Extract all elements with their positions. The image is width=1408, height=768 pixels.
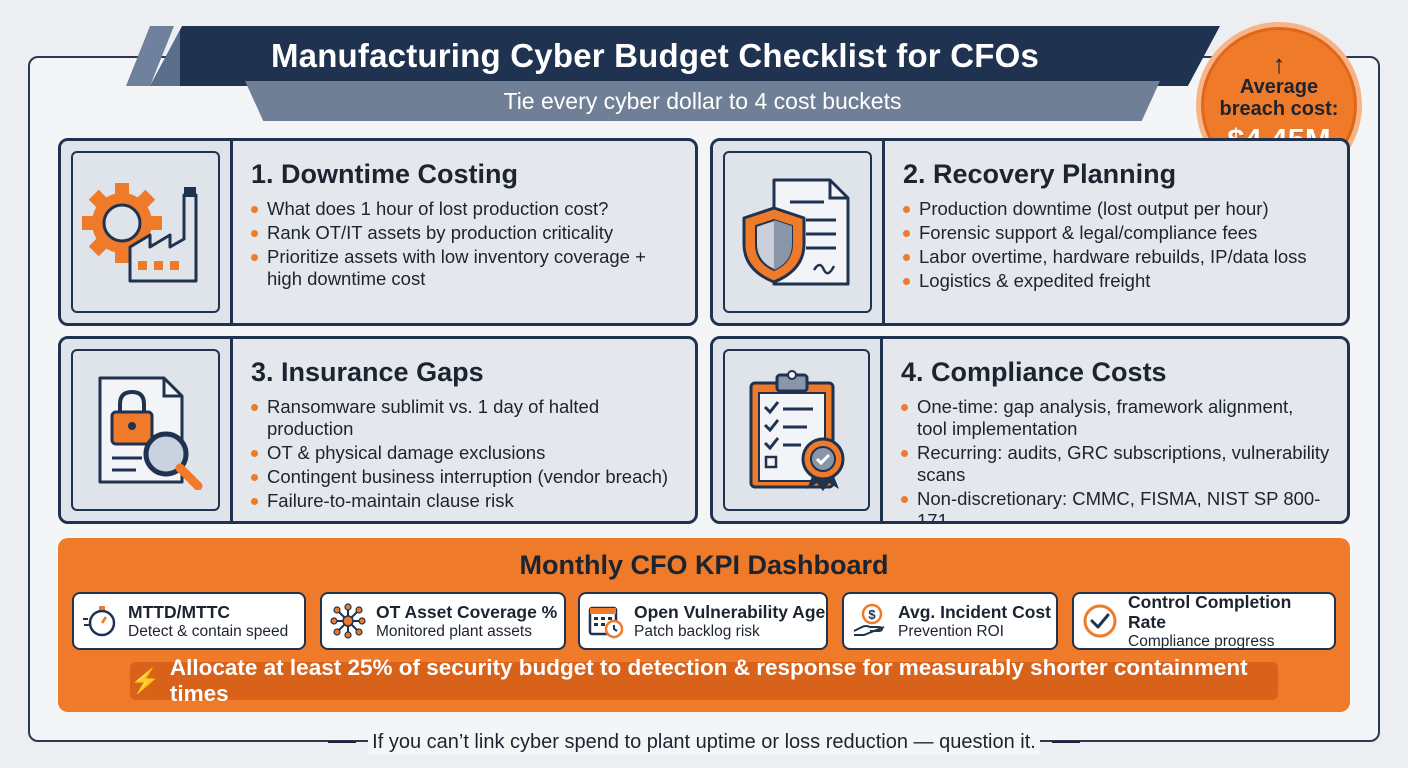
arrow-up-icon: ↑ (1272, 49, 1286, 79)
card-recovery-planning: 2. Recovery Planning Production downtime… (710, 138, 1350, 326)
footer: If you can’t link cyber spend to plant u… (28, 728, 1380, 756)
list-item: Non-discretionary: CMMC, FISMA, NIST SP … (901, 488, 1331, 521)
shield-document-icon (742, 178, 849, 286)
card-icon-panel (713, 141, 885, 323)
footer-rule-right (1051, 741, 1080, 743)
budget-callout: ⚡ Allocate at least 25% of security budg… (130, 655, 1278, 706)
kpi-desc: Compliance progress (1128, 632, 1275, 650)
kpi-tile-avg-incident-cost: $ Avg. Incident Cost Prevention ROI (842, 592, 1058, 650)
list-item: Contingent business interruption (vendor… (251, 466, 679, 488)
list-item: Rank OT/IT assets by production critical… (251, 222, 679, 244)
card-title: 2. Recovery Planning (903, 159, 1177, 189)
stopwatch-icon (83, 606, 116, 637)
list-item: OT & physical damage exclusions (251, 442, 679, 464)
callout-text: Allocate at least 25% of security budget… (169, 655, 1248, 706)
kpi-name: Control Completion Rate (1128, 591, 1292, 632)
kpi-name: MTTD/MTTC (128, 601, 231, 622)
kpi-dashboard-panel: Monthly CFO KPI Dashboard MTTD/MTTC Dete… (58, 538, 1350, 712)
list-item: Ransomware sublimit vs. 1 day of halted … (251, 396, 679, 440)
check-circle-icon (1083, 604, 1117, 638)
list-item: What does 1 hour of lost production cost… (251, 198, 679, 220)
gear-factory-icon (81, 183, 197, 283)
list-item: One-time: gap analysis, framework alignm… (901, 396, 1306, 440)
kpi-name: Avg. Incident Cost (898, 601, 1051, 622)
card-icon-panel (61, 141, 233, 323)
kpi-tile-ot-asset-coverage: OT Asset Coverage % Monitored plant asse… (320, 592, 566, 650)
dollar-hand-icon: $ (853, 603, 885, 636)
network-nodes-icon (330, 603, 366, 639)
kpi-title: Monthly CFO KPI Dashboard (519, 550, 889, 580)
kpi-name: Open Vulnerability Age (634, 601, 826, 622)
list-item: Prioritize assets with low inventory cov… (251, 246, 651, 290)
list-item: Recurring: audits, GRC subscriptions, vu… (901, 442, 1331, 486)
kpi-name: OT Asset Coverage % (376, 601, 558, 622)
footer-rule-left (328, 741, 357, 743)
svg-text:$: $ (868, 607, 876, 622)
kpi-desc: Detect & contain speed (128, 622, 289, 640)
subtitle: Tie every cyber dollar to 4 cost buckets (245, 81, 1160, 121)
clipboard-checklist-icon (749, 370, 844, 491)
list-item: Failure-to-maintain clause risk (251, 490, 679, 512)
kpi-desc: Prevention ROI (898, 622, 1004, 640)
footer-text: If you can’t link cyber spend to plant u… (368, 730, 1040, 754)
card-icon-panel (61, 339, 233, 521)
card-title: 1. Downtime Costing (251, 159, 519, 189)
kpi-tile-control-completion-rate: Control Completion Rate Compliance progr… (1072, 592, 1336, 650)
lightning-bolt-icon: ⚡ (130, 667, 160, 695)
calendar-clock-icon (588, 606, 624, 639)
list-item: Production downtime (lost output per hou… (903, 198, 1331, 220)
card-icon-panel (713, 339, 883, 521)
lock-magnifier-icon (98, 376, 202, 490)
card-downtime-costing: 1. Downtime Costing What does 1 hour of … (58, 138, 698, 326)
kpi-desc: Monitored plant assets (376, 622, 532, 640)
card-title: 3. Insurance Gaps (251, 357, 484, 387)
card-compliance-costs: 4. Compliance Costs One-time: gap analys… (710, 336, 1350, 524)
card-insurance-gaps: 3. Insurance Gaps Ransomware sublimit vs… (58, 336, 698, 524)
kpi-desc: Patch backlog risk (634, 622, 760, 640)
card-title: 4. Compliance Costs (901, 357, 1167, 387)
list-item: Forensic support & legal/compliance fees (903, 222, 1331, 244)
kpi-tile-open-vulnerability-age: Open Vulnerability Age Patch backlog ris… (578, 592, 828, 650)
page-title: Manufacturing Cyber Budget Checklist for… (270, 37, 1040, 74)
list-item: Labor overtime, hardware rebuilds, IP/da… (903, 246, 1331, 268)
kpi-tile-mttd: MTTD/MTTC Detect & contain speed (72, 592, 306, 650)
badge-label: Average breach cost: (1219, 76, 1339, 120)
list-item: Logistics & expedited freight (903, 270, 1331, 292)
